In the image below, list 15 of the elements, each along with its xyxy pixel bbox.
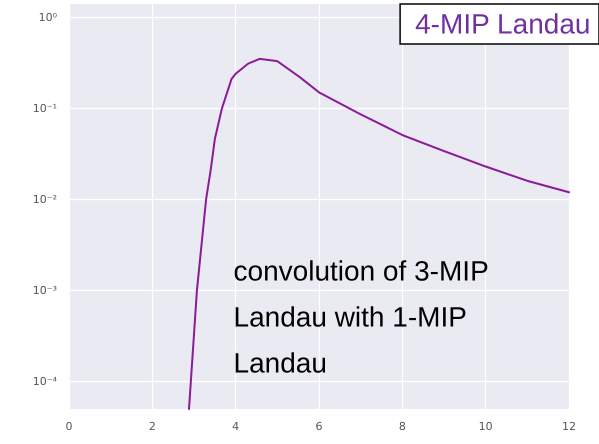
x-tick-label: 4 <box>232 420 240 433</box>
x-tick-label: 10 <box>478 420 493 433</box>
y-tick-label: 10⁻¹ <box>32 102 57 115</box>
y-tick-label: 10⁻⁴ <box>32 375 58 388</box>
x-tick-label: 6 <box>316 420 322 433</box>
y-tick-label: 10⁰ <box>38 10 58 24</box>
y-tick-label: 10⁻³ <box>32 284 57 298</box>
line-series <box>188 58 570 410</box>
x-tick-label: 2 <box>148 420 156 433</box>
x-tick-label: 0 <box>66 420 72 433</box>
annotation: convolution of 3-MIP Landau with 1-MIP Landau <box>234 256 496 378</box>
x-tick-label: 8 <box>398 420 406 433</box>
x-tick-label: 12 <box>562 420 576 433</box>
text: 4-MIP Landau <box>415 8 590 40</box>
y-tick-label: 10⁻² <box>32 192 57 206</box>
